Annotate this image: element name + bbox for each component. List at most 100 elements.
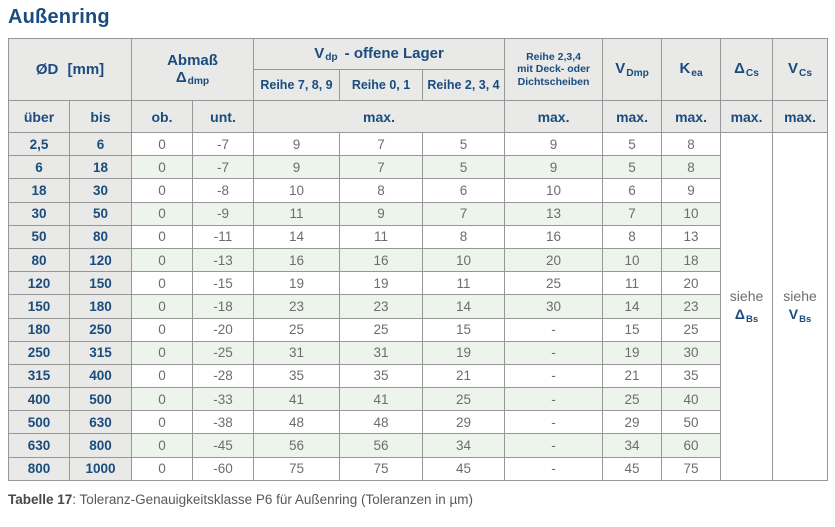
tolerance-value-cell: 35 [253,363,340,389]
table-row: 18 30 0 -8 10 8 6 10 6 9 [8,178,828,203]
size-range-cell: 30 [8,201,70,226]
tolerance-value-cell: 16 [253,247,340,273]
tolerance-value-cell: 6 [602,178,663,203]
col-header-delta-cs: ΔCs [720,38,774,101]
tolerance-value-cell: -38 [192,410,254,435]
tolerance-value-cell: 0 [131,410,193,435]
page-title: Außenring [8,6,110,28]
size-range-cell: 30 [69,178,132,203]
tolerance-value-cell: 7 [602,201,663,226]
size-range-cell: 18 [8,178,70,203]
col-header-abmass: Abmaß Δdmp [131,38,254,101]
col-header-reihe-01: Reihe 0, 1 [339,69,423,101]
tolerance-value-cell: 25 [421,387,506,412]
tolerance-value-cell: 0 [131,363,193,389]
tolerance-value-cell: 25 [339,317,423,342]
size-range-cell: 800 [8,456,70,481]
table-row: 120 150 0 -15 19 19 11 25 11 20 [8,271,828,296]
table-row: 315 400 0 -28 35 35 21-21 35 [8,363,828,389]
tolerance-table: ØD [mm] Abmaß Δdmp Vdp - offene Lager Rei… [8,38,829,481]
tolerance-value-cell: 0 [131,294,193,319]
size-range-cell: 120 [8,271,70,296]
size-range-cell: 630 [8,433,70,458]
tolerance-value-cell: -11 [192,224,254,249]
col-header-reihe-234: Reihe 2, 3, 4 [421,69,506,101]
tolerance-value-cell: 7 [421,201,506,226]
tolerance-value-cell: 0 [131,131,193,157]
tolerance-value-cell: 5 [602,131,663,157]
table-row: 30 50 0 -9 11 9 7 13 7 10 [8,201,828,226]
tolerance-value-cell: 56 [339,433,423,458]
tolerance-value-cell: 30 [504,294,604,319]
size-range-cell: 150 [69,271,132,296]
od-unit: [mm] [67,61,105,78]
table-row: 80 120 0 -13 16 16 10 20 10 18 [8,247,828,273]
see-symbol: ΔBs [734,306,759,325]
tolerance-value-cell: 11 [602,271,663,296]
tolerance-value-cell: 0 [131,155,193,180]
tolerance-value-cell: 10 [602,247,663,273]
tolerance-value-cell: 45 [421,456,506,481]
size-range-cell: 50 [69,201,132,226]
tolerance-value-cell: 9 [504,155,604,180]
tolerance-value-cell: 34 [421,433,506,458]
subheader-ueber: über [8,100,70,133]
abmass-symbol: Δdmp [175,68,210,88]
tolerance-value-cell: 5 [421,131,506,157]
tolerance-value-cell: - [504,387,604,412]
tolerance-value-cell: 75 [339,456,423,481]
tolerance-value-cell: 9 [661,178,722,203]
tolerance-value-cell: 25 [602,387,663,412]
tolerance-value-cell: 11 [253,201,340,226]
tolerance-value-cell: 13 [504,201,604,226]
tolerance-value-cell: 25 [253,317,340,342]
tolerance-value-cell: 23 [661,294,722,319]
tolerance-value-cell: 0 [131,271,193,296]
tolerance-value-cell: 31 [339,340,423,365]
size-range-cell: 2,5 [8,131,70,157]
table-row: 630 800 0 -45 56 56 34-34 60 [8,433,828,458]
tolerance-value-cell: 40 [661,387,722,412]
size-range-cell: 80 [69,224,132,249]
tolerance-value-cell: 0 [131,201,193,226]
caption-label: Tabelle 17 [8,491,73,507]
tolerance-value-cell: 6 [421,178,506,203]
tolerance-value-cell: 31 [253,340,340,365]
tolerance-value-cell: 8 [421,224,506,249]
tolerance-value-cell: 18 [661,247,722,273]
tolerance-value-cell: 25 [661,317,722,342]
tolerance-value-cell: 41 [339,387,423,412]
size-range-cell: 400 [69,363,132,389]
tolerance-value-cell: -9 [192,201,254,226]
table-row: 400 500 0 -33 41 41 25-25 40 [8,387,828,412]
tolerance-value-cell: 0 [131,387,193,412]
tolerance-value-cell: 9 [504,131,604,157]
size-range-cell: 18 [69,155,132,180]
tolerance-value-cell: 11 [421,271,506,296]
table-caption: Tabelle 17: Toleranz-Genauigkeitsklasse … [8,492,835,507]
tolerance-value-cell: 75 [253,456,340,481]
tolerance-value-cell: 19 [421,340,506,365]
tolerance-value-cell: 14 [602,294,663,319]
tolerance-value-cell: 15 [421,317,506,342]
size-range-cell: 80 [8,247,70,273]
tolerance-value-cell: 8 [602,224,663,249]
tolerance-value-cell: 19 [602,340,663,365]
subheader-max: max. [720,100,774,133]
tolerance-value-cell: 10 [504,178,604,203]
abmass-label: Abmaß [167,51,218,69]
tolerance-value-cell: - [504,317,604,342]
table-row: 800 1000 0 -60 75 75 45-45 75 [8,456,828,481]
tolerance-value-cell: 16 [504,224,604,249]
tolerance-value-cell: 19 [253,271,340,296]
see-reference-cell-vbs: siehe VBs [772,132,829,481]
size-range-cell: 180 [69,294,132,319]
tolerance-value-cell: 8 [661,131,722,157]
tolerance-value-cell: 48 [253,410,340,435]
table-row: 2,5 6 0 -7 9 7 5 9 5 8 siehe ΔBs siehe VBs [8,131,829,481]
tolerance-value-cell: 41 [253,387,340,412]
tolerance-value-cell: 29 [602,410,663,435]
tolerance-value-cell: - [504,433,604,458]
tolerance-value-cell: -28 [192,363,254,389]
tolerance-value-cell: 0 [131,433,193,458]
